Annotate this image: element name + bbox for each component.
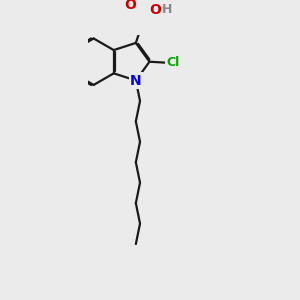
Text: H: H <box>162 3 172 16</box>
Text: N: N <box>130 74 142 88</box>
Text: Cl: Cl <box>166 56 179 69</box>
Text: O: O <box>124 0 136 12</box>
Text: O: O <box>150 3 161 17</box>
